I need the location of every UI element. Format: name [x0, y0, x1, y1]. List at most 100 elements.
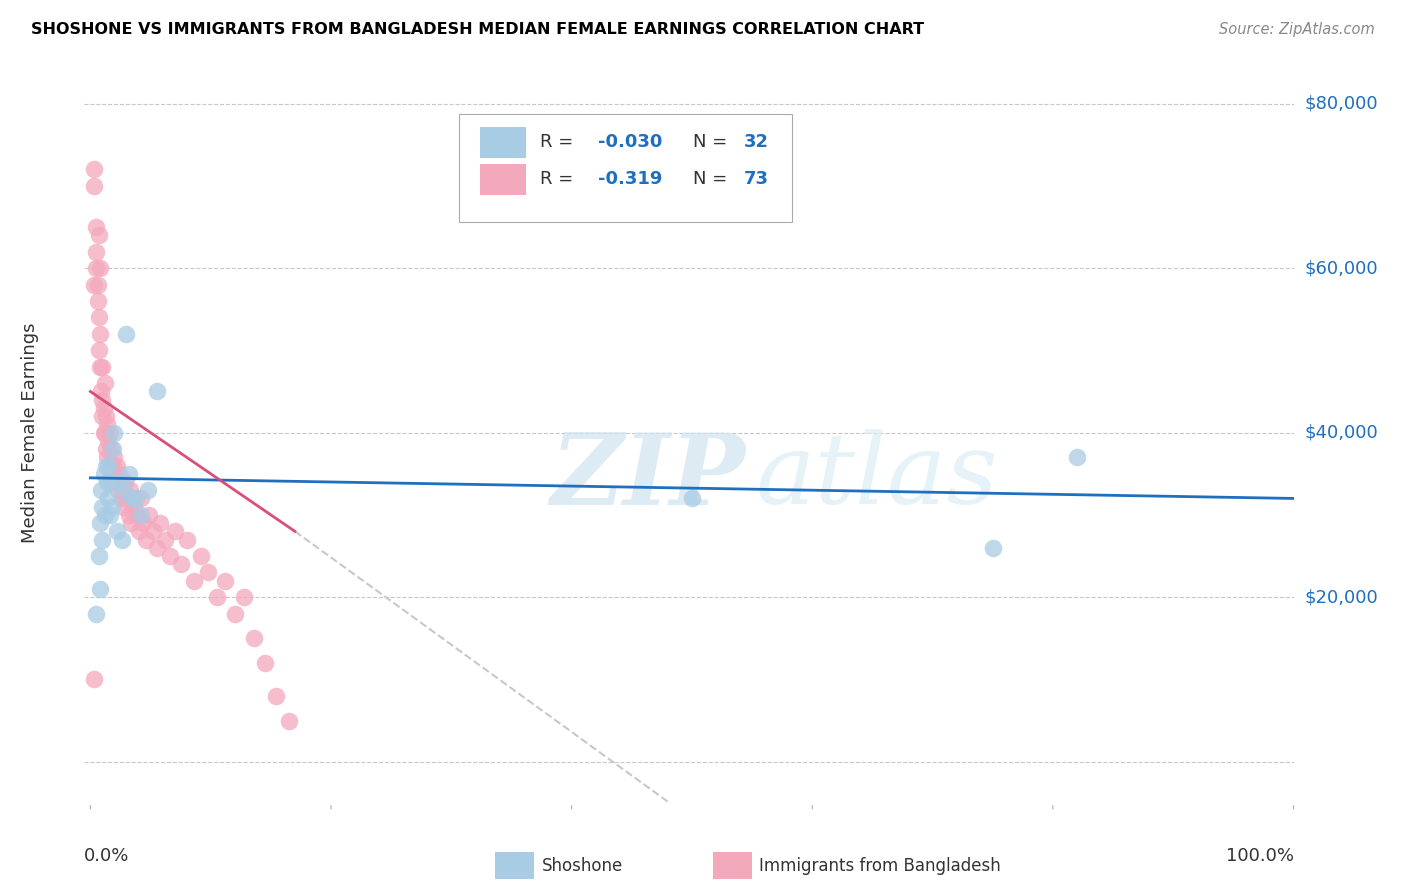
Point: [190, 549, 212, 563]
Point: [94, 409, 117, 424]
Point: [681, 491, 703, 506]
Point: [96, 475, 118, 489]
Point: [94, 508, 117, 522]
Point: [91, 359, 114, 374]
Point: [90, 384, 112, 399]
Point: [1066, 450, 1088, 465]
Point: [101, 467, 124, 481]
Point: [83, 673, 105, 687]
Point: [83, 178, 105, 193]
Point: [90, 483, 112, 498]
Point: [142, 524, 165, 539]
Point: [111, 533, 134, 547]
Point: [120, 516, 142, 530]
Point: [125, 491, 148, 506]
Point: [132, 516, 155, 530]
Point: [205, 590, 228, 604]
FancyBboxPatch shape: [460, 114, 792, 221]
Point: [96, 450, 118, 465]
Text: R =: R =: [540, 170, 579, 188]
Point: [103, 425, 125, 440]
Point: [107, 483, 129, 498]
Bar: [479, 127, 526, 158]
Bar: [713, 853, 752, 879]
Point: [169, 558, 191, 572]
Point: [135, 533, 157, 547]
Point: [243, 632, 266, 646]
Text: Median Female Earnings: Median Female Earnings: [21, 322, 39, 543]
Point: [145, 541, 167, 555]
Point: [111, 491, 134, 506]
Point: [86, 277, 108, 292]
Point: [103, 442, 125, 456]
Point: [87, 228, 110, 243]
Point: [118, 508, 141, 522]
Text: R =: R =: [540, 134, 579, 152]
Point: [129, 491, 152, 506]
Point: [149, 516, 172, 530]
Point: [112, 500, 135, 514]
Point: [86, 244, 108, 259]
Point: [86, 607, 108, 621]
Point: [86, 261, 108, 276]
Point: [93, 401, 115, 415]
Point: [87, 549, 110, 563]
Point: [94, 376, 117, 391]
Point: [91, 500, 114, 514]
Point: [163, 524, 186, 539]
Point: [98, 458, 121, 473]
Point: [89, 261, 111, 276]
Point: [122, 500, 145, 514]
Point: [112, 483, 135, 498]
Point: [96, 417, 118, 432]
Point: [101, 500, 124, 514]
Point: [159, 549, 181, 563]
Point: [224, 607, 246, 621]
Text: $60,000: $60,000: [1305, 259, 1378, 277]
Point: [93, 467, 115, 481]
Point: [138, 508, 160, 522]
Point: [86, 293, 108, 308]
Point: [145, 384, 167, 399]
Point: [277, 714, 299, 728]
Point: [89, 359, 111, 374]
Text: $40,000: $40,000: [1305, 424, 1378, 442]
Text: N =: N =: [693, 170, 733, 188]
Point: [153, 533, 176, 547]
Text: Shoshone: Shoshone: [541, 856, 623, 875]
Text: -0.319: -0.319: [599, 170, 662, 188]
Point: [86, 219, 108, 234]
Point: [108, 467, 131, 481]
Point: [233, 590, 256, 604]
Point: [100, 442, 122, 456]
Point: [93, 425, 115, 440]
Point: [129, 508, 152, 522]
Text: atlas: atlas: [755, 429, 998, 524]
Text: Source: ZipAtlas.com: Source: ZipAtlas.com: [1219, 22, 1375, 37]
Point: [125, 508, 148, 522]
Point: [105, 524, 128, 539]
Point: [197, 566, 219, 580]
Point: [253, 656, 276, 670]
Point: [110, 475, 132, 489]
Point: [94, 442, 117, 456]
Text: SHOSHONE VS IMMIGRANTS FROM BANGLADESH MEDIAN FEMALE EARNINGS CORRELATION CHART: SHOSHONE VS IMMIGRANTS FROM BANGLADESH M…: [31, 22, 924, 37]
Text: ZIP: ZIP: [550, 429, 745, 525]
Point: [111, 483, 134, 498]
Point: [120, 483, 142, 498]
Point: [115, 491, 138, 506]
Point: [89, 582, 111, 596]
Bar: [495, 853, 534, 879]
Point: [264, 689, 287, 703]
Text: $80,000: $80,000: [1305, 95, 1378, 112]
Point: [87, 310, 110, 325]
Point: [98, 508, 121, 522]
Point: [214, 574, 236, 588]
Text: 73: 73: [744, 170, 768, 188]
Point: [176, 533, 198, 547]
Text: 0.0%: 0.0%: [84, 847, 129, 865]
Point: [128, 524, 150, 539]
Point: [104, 475, 127, 489]
Point: [94, 458, 117, 473]
Point: [103, 450, 125, 465]
